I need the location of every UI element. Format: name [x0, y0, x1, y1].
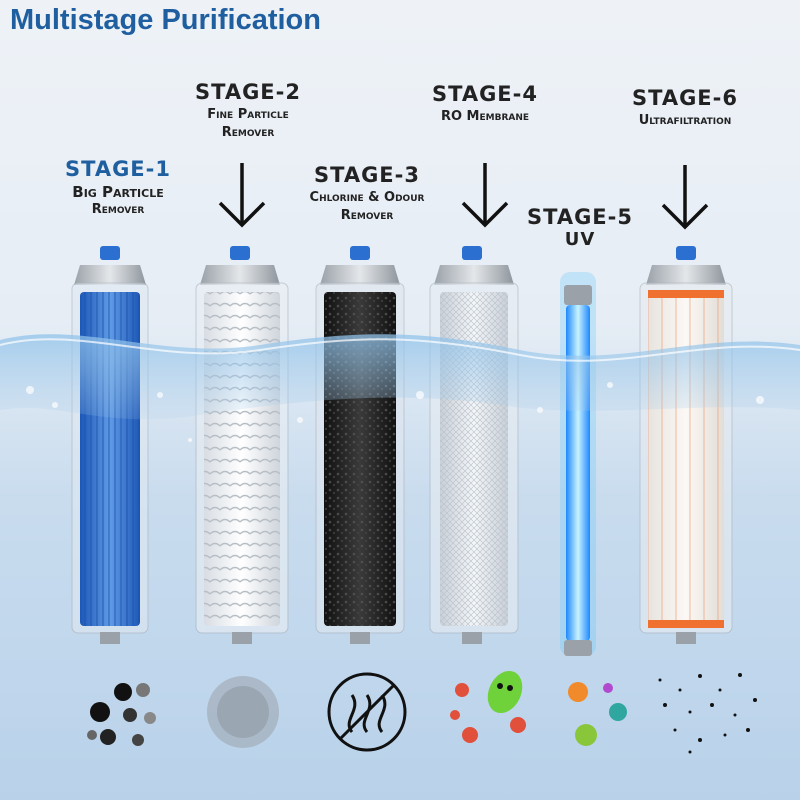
stage-1-label: STAGE-1 Big Particle Remover — [38, 157, 198, 217]
stage-5-number: STAGE-5 — [527, 205, 633, 229]
stage-3-line2: Remover — [340, 208, 394, 223]
big-particles-icon — [87, 683, 156, 746]
stage-6-number: STAGE-6 — [632, 86, 738, 110]
bacteria-icon — [450, 670, 526, 743]
stage-6-line1: Ultrafiltration — [638, 113, 732, 128]
stage-3-line1: Chlorine & Odour — [309, 190, 425, 205]
virus-icon — [568, 682, 627, 746]
fine-particles-icon — [207, 676, 279, 748]
stage-2-line2: Remover — [221, 125, 275, 140]
stage-3-filter — [315, 246, 405, 644]
stage-5-line1: UV — [564, 229, 596, 250]
stage-1-filter — [71, 246, 149, 644]
stage-1-number: STAGE-1 — [65, 157, 171, 181]
arrow-stage-6 — [661, 165, 709, 230]
micro-particles-icon — [658, 673, 757, 754]
stage-4-label: STAGE-4 RO Membrane — [400, 82, 570, 128]
stage-6-filter — [639, 246, 733, 644]
stage-1-line2: Remover — [91, 202, 145, 217]
stage-2-filter — [195, 246, 289, 644]
stage-5-label: STAGE-5 UV — [520, 205, 640, 250]
stage-4-filter — [429, 246, 519, 644]
stage-2-label: STAGE-2 Fine Particle Remover — [158, 80, 338, 140]
stage-2-number: STAGE-2 — [195, 80, 301, 104]
no-odour-icon — [327, 672, 407, 752]
water-wave — [0, 334, 800, 420]
water-bubbles — [26, 382, 764, 442]
arrow-stage-4 — [461, 163, 509, 228]
stage-6-label: STAGE-6 Ultrafiltration — [600, 86, 770, 132]
stage-3-number: STAGE-3 — [314, 163, 420, 187]
page-title: Multistage Purification — [10, 4, 321, 36]
arrow-stage-2 — [218, 163, 266, 228]
stage-5-uv-lamp — [560, 272, 596, 656]
stage-1-line1: Big Particle — [72, 183, 164, 201]
stage-2-line1: Fine Particle — [207, 107, 289, 122]
stage-4-number: STAGE-4 — [432, 82, 538, 106]
stage-4-line1: RO Membrane — [440, 109, 530, 124]
stage-3-label: STAGE-3 Chlorine & Odour Remover — [272, 163, 462, 223]
